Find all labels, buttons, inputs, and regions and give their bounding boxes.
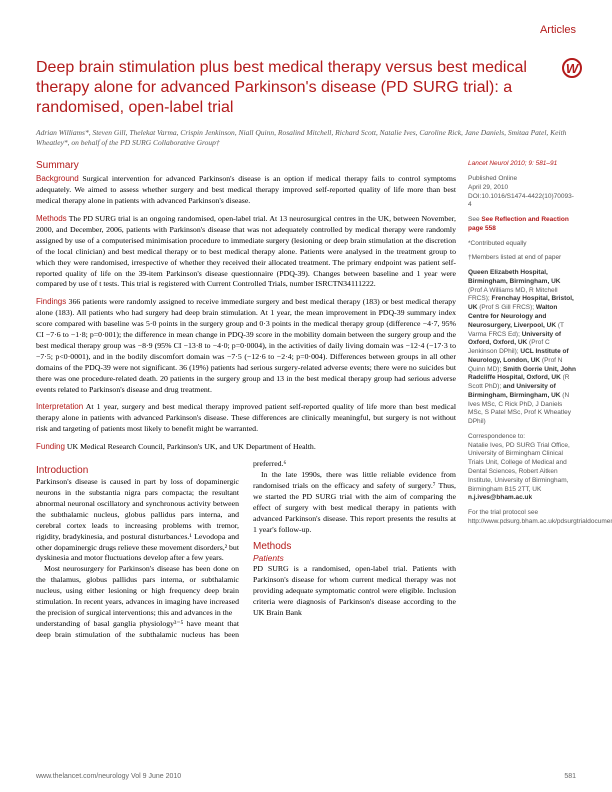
funding-text: UK Medical Research Council, Parkinson's… [67, 442, 316, 451]
members-note: †Members listed at end of paper [468, 254, 576, 263]
correspondence: Correspondence to: Natalie Ives, PD SURG… [468, 433, 576, 503]
citation: Lancet Neurol 2010; 9: 581–91 [468, 160, 576, 169]
doi: DOI:10.1016/S1474-4422(10)70093-4 [468, 193, 574, 209]
funding-label: Funding [36, 442, 65, 451]
body-columns: Introduction Parkinson's disease is caus… [36, 459, 456, 641]
interpretation-text: At 1 year, surgery and best medical ther… [36, 402, 456, 433]
affiliations: Queen Elizabeth Hospital, Birmingham, Bi… [468, 269, 576, 427]
see-ref: See See Reflection and Reaction page 558 [468, 216, 569, 232]
methods-p1: PD SURG is a randomised, open-label tria… [253, 564, 456, 619]
findings-text: 366 patients were randomly assigned to r… [36, 297, 456, 393]
methods-text: The PD SURG trial is an ongoing randomis… [36, 214, 456, 288]
article-title: Deep brain stimulation plus best medical… [36, 58, 556, 118]
background-text: Surgical intervention for advanced Parki… [36, 174, 456, 205]
open-access-icon: W [562, 58, 582, 78]
page-footer: www.thelancet.com/neurology Vol 9 June 2… [36, 773, 576, 780]
methods-label: Methods [36, 214, 67, 223]
pub-online-label: Published Online [468, 175, 517, 182]
introduction-heading: Introduction [36, 465, 239, 476]
page-number: 581 [564, 773, 576, 780]
sidebar: Lancet Neurol 2010; 9: 581–91 Published … [468, 160, 576, 640]
findings-paragraph: Findings 366 patients were randomly assi… [36, 296, 456, 395]
intro-p1: Parkinson's disease is caused in part by… [36, 477, 239, 564]
pub-date: April 29, 2010 [468, 184, 508, 191]
methods-paragraph: Methods The PD SURG trial is an ongoing … [36, 213, 456, 290]
intro-p2: Most neurosurgery for Parkinson's diseas… [36, 564, 239, 619]
main-column: Summary Background Surgical intervention… [36, 160, 456, 640]
intro-p4: In the late 1990s, there was little reli… [253, 470, 456, 535]
contrib-note: *Contributed equally [468, 240, 576, 249]
funding-paragraph: Funding UK Medical Research Council, Par… [36, 441, 456, 453]
interpretation-paragraph: Interpretation At 1 year, surgery and be… [36, 401, 456, 435]
findings-label: Findings [36, 297, 66, 306]
methods-heading: Methods [253, 541, 456, 552]
background-paragraph: Background Surgical intervention for adv… [36, 173, 456, 207]
section-header: Articles [36, 24, 576, 36]
footer-left: www.thelancet.com/neurology Vol 9 June 2… [36, 773, 181, 780]
background-label: Background [36, 174, 79, 183]
protocol-link: For the trial protocol see http://www.pd… [468, 509, 576, 527]
interpretation-label: Interpretation [36, 402, 83, 411]
patients-subheading: Patients [253, 553, 456, 563]
summary-heading: Summary [36, 160, 456, 171]
author-list: Adrian Williams*, Steven Gill, Thelekat … [36, 128, 576, 148]
